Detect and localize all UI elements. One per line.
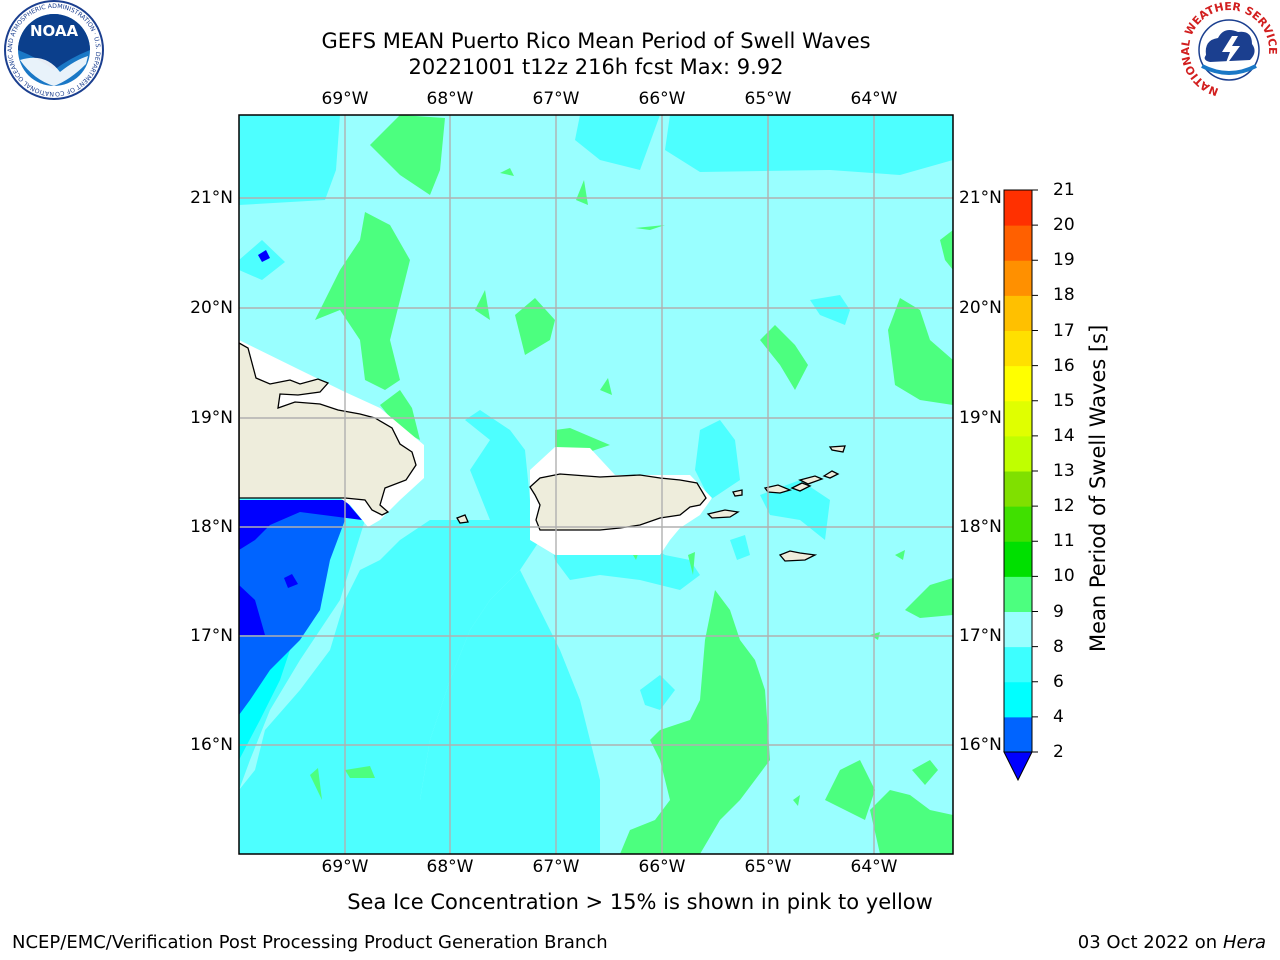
sea-ice-note: Sea Ice Concentration > 15% is shown in … [347, 890, 933, 914]
noaa-logo-text: NOAA [30, 22, 79, 40]
colorbar-segment [1004, 646, 1032, 683]
nws-logo: NATIONAL WEATHER SERVICE [1179, 0, 1279, 98]
colorbar-segment [1004, 365, 1032, 402]
lon-tick-top-2: 68°W [426, 89, 474, 109]
colorbar-segment [1004, 541, 1032, 577]
colorbar-segment [1004, 506, 1032, 542]
contour-band-below-2 [239, 250, 362, 635]
footer-date: 03 Oct 2022 on Hera [1078, 932, 1266, 953]
graticule [239, 115, 953, 854]
contour-band-9-10 [310, 115, 953, 854]
colorbar-level-label: 15 [1053, 390, 1075, 411]
colorbar-segment [1004, 716, 1032, 753]
lat-tick-right-1: 21°N [959, 188, 1002, 208]
colorbar-level-label: 8 [1053, 636, 1064, 657]
lat-tick-left-5: 17°N [190, 626, 233, 646]
lat-tick-left-6: 16°N [190, 735, 233, 755]
lat-tick-right-4: 18°N [959, 517, 1002, 537]
colorbar-level-label: 20 [1053, 215, 1075, 236]
colorbar-segment [1004, 681, 1032, 718]
lat-tick-right-3: 19°N [959, 408, 1002, 428]
st-john [790, 482, 812, 492]
lon-tick-bottom-1: 69°W [321, 857, 369, 877]
lat-tick-right-6: 16°N [959, 735, 1002, 755]
colorbar-segment [1004, 435, 1032, 472]
colorbar-segment [1004, 611, 1032, 648]
colorbar-level-label: 16 [1053, 355, 1075, 376]
colorbar-level-label: 12 [1053, 496, 1075, 517]
lon-tick-bottom-5: 65°W [744, 857, 792, 877]
vieques [706, 509, 740, 519]
colorbar-segment [1004, 330, 1032, 367]
lat-tick-right-5: 17°N [959, 626, 1002, 646]
lon-tick-bottom-3: 67°W [532, 857, 580, 877]
tortola [798, 475, 824, 485]
colorbar-level-label: 11 [1053, 531, 1075, 552]
contour-band-2-4 [239, 500, 345, 715]
colorbar [1003, 189, 1038, 782]
virgin-gorda [822, 470, 840, 479]
lat-tick-left-4: 18°N [190, 517, 233, 537]
colorbar-level-label: 9 [1053, 601, 1064, 622]
colorbar-level-label: 18 [1053, 285, 1075, 306]
noaa-logo: NATIONAL OCEANIC AND ATMOSPHERIC ADMINIS… [0, 0, 104, 100]
anegada [828, 445, 846, 453]
lat-tick-left-2: 20°N [190, 298, 233, 318]
culebra [732, 489, 743, 497]
lon-tick-bottom-2: 68°W [426, 857, 474, 877]
lon-tick-top-3: 67°W [532, 89, 580, 109]
lat-tick-left-1: 21°N [190, 188, 233, 208]
colorbar-level-label: 6 [1053, 671, 1064, 692]
colorbar-level-label: 17 [1053, 320, 1075, 341]
colorbar-segment [1004, 225, 1032, 261]
footer-host: Hera [1222, 932, 1266, 953]
colorbar-level-label: 4 [1053, 706, 1064, 727]
colorbar-level-label: 13 [1053, 461, 1075, 481]
colorbar-segment [1004, 576, 1032, 612]
colorbar-level-label: 2 [1053, 742, 1064, 762]
colorbar-segment [1004, 400, 1032, 437]
footer-credit: NCEP/EMC/Verification Post Processing Pr… [12, 932, 608, 953]
st-croix [778, 550, 818, 562]
colorbar-segment [1004, 471, 1032, 507]
colorbar-segment [1004, 260, 1032, 296]
footer-date-text: 03 Oct 2022 on [1077, 932, 1223, 953]
lon-tick-bottom-6: 64°W [850, 857, 898, 877]
lon-tick-top-5: 65°W [744, 89, 792, 109]
colorbar-segment [1004, 295, 1032, 331]
lon-tick-bottom-4: 66°W [638, 857, 686, 877]
hispaniola [239, 342, 417, 516]
map-subtitle: 20221001 t12z 216h fcst Max: 9.92 [408, 55, 784, 79]
colorbar-extend-arrow [1003, 751, 1033, 782]
colorbar-level-label: 14 [1053, 425, 1075, 446]
map-frame [238, 114, 954, 855]
colorbar-level-label: 21 [1053, 180, 1075, 200]
isla-mona [456, 514, 469, 524]
colorbar-level-label: 10 [1053, 566, 1075, 587]
lon-tick-top-1: 69°W [321, 89, 369, 109]
map-title: GEFS MEAN Puerto Rico Mean Period of Swe… [321, 29, 871, 53]
lon-tick-top-6: 64°W [850, 89, 898, 109]
lat-tick-right-2: 20°N [959, 298, 1002, 318]
lat-tick-left-3: 19°N [190, 408, 233, 428]
lon-tick-top-4: 66°W [638, 89, 686, 109]
colorbar-title: Mean Period of Swell Waves [s] [1086, 324, 1110, 652]
colorbar-segment [1004, 190, 1032, 226]
colorbar-level-label: 19 [1053, 250, 1075, 271]
